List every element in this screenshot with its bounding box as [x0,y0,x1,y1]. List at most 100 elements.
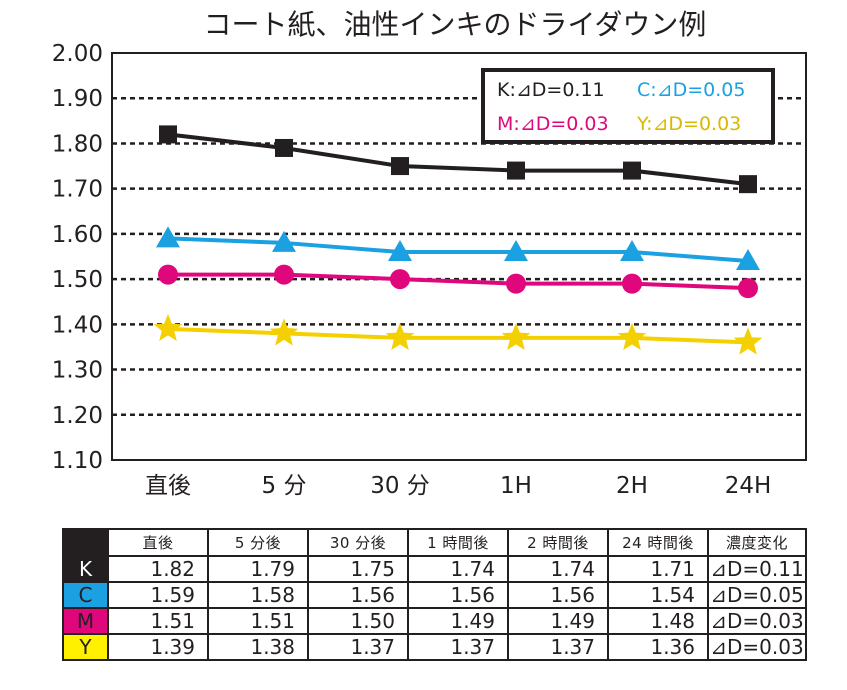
header-cell: 濃度変化 [707,528,807,557]
data-point [269,318,299,346]
series-line [168,272,749,291]
data-point [507,161,525,180]
data-point [385,322,415,350]
delta-cell: ⊿D=0.03 [707,633,807,661]
legend: K:⊿D=0.11 C:⊿D=0.05 M:⊿D=0.03 Y:⊿D=0.03 [481,68,775,144]
delta-cell: ⊿D=0.03 [707,607,807,635]
data-point [158,264,178,285]
data-point [622,273,642,294]
data-point [623,161,641,180]
table-cell: 1.37 [507,633,609,661]
data-point [620,239,644,261]
y-tick-label: 1.80 [52,131,103,157]
table-cell: 1.56 [407,581,509,609]
row-label-y: Y [62,633,109,661]
plot-frame [111,52,807,461]
table-header-row: 直後 5 分後 30 分後 1 時間後 2 時間後 24 時間後 濃度変化 [62,528,807,557]
y-tick-label: 1.10 [52,448,103,474]
y-tick-label: 2.00 [52,41,103,67]
data-point [739,175,757,194]
table-cell: 1.39 [107,633,209,661]
x-tick-label: 24H [725,473,772,499]
y-tick-label: 1.50 [52,267,103,293]
table-cell: 1.56 [307,581,409,609]
data-point [159,125,177,144]
table-cell: 1.54 [607,581,709,609]
data-point [153,313,183,341]
y-tick-label: 1.90 [52,86,103,112]
table-cell: 1.51 [107,607,209,635]
line-chart: コート紙、油性インキのドライダウン例 1.101.201.301.401.501… [52,8,807,499]
data-point [391,157,409,176]
row-label-c: C [62,581,109,609]
table-cell: 1.59 [107,581,209,609]
table-row-c: C 1.59 1.58 1.56 1.56 1.56 1.54 ⊿D=0.05 [62,581,807,609]
table-cell: 1.75 [307,555,409,583]
series-layer [153,125,763,355]
table-cell: 1.51 [207,607,309,635]
header-cell: 2 時間後 [507,528,609,557]
table-cell: 1.56 [507,581,609,609]
table-row-m: M 1.51 1.51 1.50 1.49 1.49 1.48 ⊿D=0.03 [62,607,807,635]
density-table: 直後 5 分後 30 分後 1 時間後 2 時間後 24 時間後 濃度変化 K … [62,528,807,661]
table-cell: 1.37 [407,633,509,661]
series-line [167,236,749,264]
series-y [153,313,763,355]
x-tick-label: 直後 [145,473,191,499]
row-label-m: M [62,607,109,635]
table-cell: 1.74 [407,555,509,583]
data-point [736,249,760,271]
delta-cell: ⊿D=0.05 [707,581,807,609]
y-tick-label: 1.40 [52,312,103,338]
y-tick-labels: 1.10 1.20 1.30 1.40 1.50 1.60 1.70 1.80 1.90 2.00 [52,41,103,474]
table-cell: 1.37 [307,633,409,661]
table-cell: 1.58 [207,581,309,609]
header-cell: 1 時間後 [407,528,509,557]
legend-entry: Y:⊿D=0.03 [636,113,741,135]
delta-cell: ⊿D=0.11 [707,555,807,583]
data-point [388,239,412,261]
table-row-k: K 1.82 1.79 1.75 1.74 1.74 1.71 ⊿D=0.11 [62,555,807,583]
legend-entry: C:⊿D=0.05 [637,79,745,101]
y-tick-label: 1.30 [52,358,103,384]
data-point [501,322,531,350]
header-cell: 30 分後 [307,528,409,557]
table-cell: 1.36 [607,633,709,661]
data-point [733,327,763,355]
data-point [156,226,180,248]
row-label-k: K [62,555,109,583]
data-point [274,264,294,285]
header-cell: 直後 [107,528,209,557]
x-tick-label: 1H [500,473,532,499]
data-point [738,278,758,299]
data-point [390,269,410,290]
data-point [272,230,296,252]
chart-title: コート紙、油性インキのドライダウン例 [204,8,707,41]
table-cell: 1.49 [507,607,609,635]
series-line [167,326,749,345]
table-row-y: Y 1.39 1.38 1.37 1.37 1.37 1.36 ⊿D=0.03 [62,633,807,661]
legend-box [481,68,775,144]
data-point [617,322,647,350]
y-tick-label: 1.20 [52,403,103,429]
table-cell: 1.48 [607,607,709,635]
series-line [167,132,749,187]
data-point [506,273,526,294]
series-k [159,125,757,194]
header-cell: 5 分後 [207,528,309,557]
table-cell: 1.38 [207,633,309,661]
x-tick-label: 30 分 [370,473,430,499]
series-c [156,226,760,271]
table-corner [62,528,109,557]
legend-entry: K:⊿D=0.11 [497,79,605,101]
x-tick-label: 5 分 [262,473,307,499]
table-cell: 1.71 [607,555,709,583]
x-tick-labels: 直後 5 分 30 分 1H 2H 24H [145,473,771,499]
legend-entry: M:⊿D=0.03 [497,113,609,135]
y-tick-label: 1.60 [52,222,103,248]
y-tick-label: 1.70 [52,177,103,203]
table-cell: 1.49 [407,607,509,635]
table-cell: 1.74 [507,555,609,583]
series-m [158,264,758,299]
table-cell: 1.50 [307,607,409,635]
